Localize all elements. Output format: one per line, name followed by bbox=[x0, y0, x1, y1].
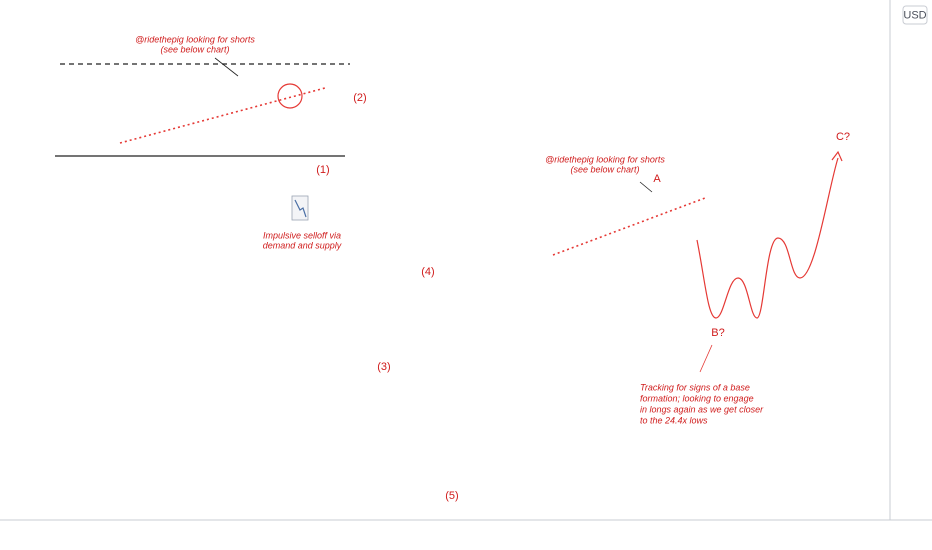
annotation: in longs again as we get closer bbox=[640, 404, 764, 414]
annotation: @ridethepig looking for shorts bbox=[135, 34, 255, 44]
annotation: @ridethepig looking for shorts bbox=[545, 154, 665, 164]
annotation: to the 24.4x lows bbox=[640, 415, 708, 425]
wave-label: (1) bbox=[316, 164, 329, 176]
annotation: Tracking for signs of a base bbox=[640, 382, 750, 392]
projection-path bbox=[696, 157, 839, 319]
icon-glyph bbox=[294, 199, 307, 218]
trendline bbox=[119, 87, 326, 144]
annotation: formation; looking to engage bbox=[640, 393, 754, 403]
annotations: @ridethepig looking for shorts (see belo… bbox=[135, 34, 850, 502]
annotation: (see below chart) bbox=[160, 44, 229, 54]
wave-label: (2) bbox=[353, 92, 366, 104]
annotation: Impulsive selloff via bbox=[263, 230, 341, 240]
wave-label: A bbox=[653, 173, 661, 185]
annotation: (see below chart) bbox=[570, 164, 639, 174]
drawings bbox=[55, 57, 843, 373]
projection-arrow bbox=[831, 150, 843, 162]
wave-label: C? bbox=[836, 131, 850, 143]
wave-label: (3) bbox=[377, 361, 390, 373]
wave-label: B? bbox=[711, 327, 724, 339]
callout-line bbox=[639, 181, 653, 193]
callout-line bbox=[699, 344, 713, 373]
callout-line bbox=[214, 57, 239, 77]
currency-button[interactable] bbox=[902, 5, 928, 25]
trendline bbox=[552, 197, 706, 256]
currency-label[interactable]: USD bbox=[903, 9, 926, 21]
wave-label: (5) bbox=[445, 490, 458, 502]
annotation: demand and supply bbox=[263, 240, 342, 250]
wave-label: (4) bbox=[421, 266, 434, 278]
highlight-circle bbox=[277, 83, 303, 109]
